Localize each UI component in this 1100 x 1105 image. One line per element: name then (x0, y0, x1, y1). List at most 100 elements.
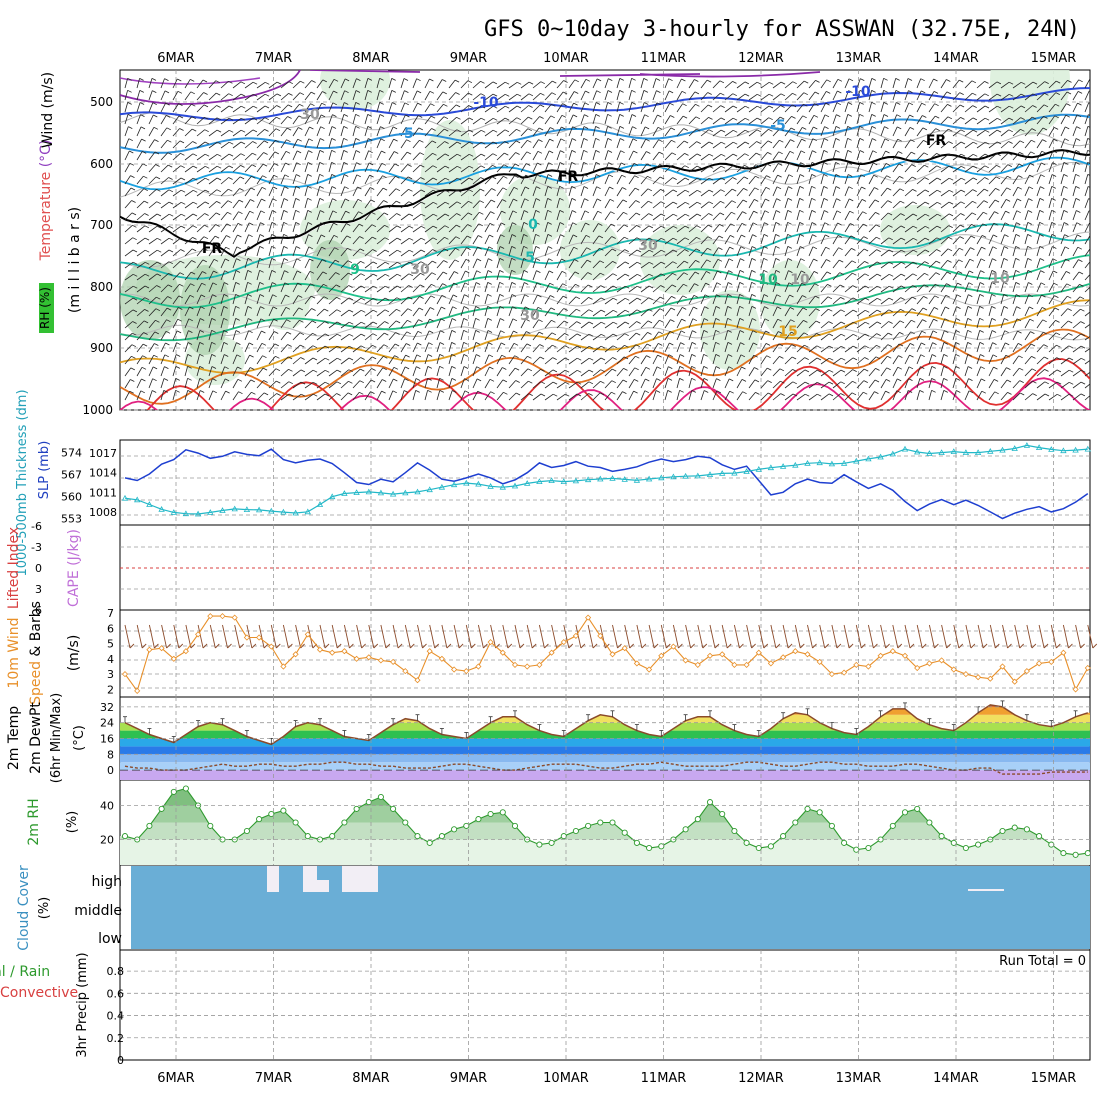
wind-barb (648, 332, 652, 334)
wind-barb (692, 378, 696, 380)
wind-barb (845, 370, 853, 376)
wind-barb (245, 130, 253, 136)
temp-band (120, 707, 1090, 715)
wind-barb (493, 82, 497, 84)
wind-barb (1085, 310, 1093, 316)
wind-barb (233, 82, 241, 88)
wind-barb (1085, 273, 1092, 280)
wind-barb (937, 178, 941, 180)
wind-barb (137, 139, 142, 148)
wind-barb (431, 284, 435, 286)
wind-barb (645, 115, 649, 117)
wind-barb (1025, 319, 1030, 328)
wind-barb (593, 138, 596, 148)
wind-barb (425, 91, 430, 100)
wind-barb (668, 378, 672, 380)
wind-barb (140, 103, 144, 105)
wind-barb (809, 198, 812, 208)
wind-barb (923, 128, 927, 130)
wind-barb (377, 139, 381, 148)
wind-barb (504, 153, 508, 155)
wind-barb (935, 296, 939, 298)
wind-barb (540, 105, 544, 107)
wind-barb (965, 354, 968, 364)
contour-label: FR (202, 241, 223, 257)
wind-barb (293, 175, 296, 185)
wind-barb (725, 189, 732, 196)
wind-barb (221, 178, 229, 185)
ytick-pressure: 1000 (82, 403, 113, 417)
wind-barb (1061, 127, 1065, 136)
wind-barb (488, 318, 492, 320)
wind-barb (425, 366, 428, 376)
wind-barb (473, 236, 478, 245)
wind-barb (669, 343, 673, 345)
wind-barb (332, 187, 336, 189)
wind-barb (656, 91, 660, 93)
wind-barb (625, 322, 629, 324)
wind-barb (1073, 80, 1079, 88)
wind-barb (332, 127, 336, 129)
wind-barb (464, 295, 468, 297)
wind-barb (833, 346, 841, 352)
wind-barb (260, 246, 264, 248)
wind-barb (877, 298, 881, 300)
wind-barb (312, 81, 316, 83)
wind-barb (977, 106, 985, 112)
wind-barb (965, 318, 968, 328)
wind-barb (420, 297, 424, 299)
wind-barb (932, 390, 936, 392)
wind-barb (737, 259, 740, 268)
wind-barb (994, 212, 998, 214)
wind-barb (1085, 285, 1092, 292)
wind-barb (377, 262, 385, 268)
wind-barb (213, 391, 217, 393)
wind-barb (977, 189, 984, 196)
wind-barb (145, 214, 149, 216)
wind-barb (252, 153, 256, 155)
wind-barb (173, 238, 181, 244)
wind-barb (725, 201, 732, 208)
chart-title: GFS 0~10day 3-hourly for ASSWAN (32.75E,… (484, 17, 1080, 42)
wind-barb (773, 82, 781, 88)
wind-barb (1090, 235, 1094, 237)
wind-barb (381, 151, 385, 153)
wind-barb (197, 225, 204, 232)
wind-barb (833, 285, 840, 292)
date-label-bottom: 7MAR (255, 1071, 292, 1086)
wind-barb (881, 188, 887, 196)
wind-barb (173, 250, 181, 257)
wind-barb (413, 91, 417, 100)
wind-barb (533, 394, 541, 400)
wind-barb (749, 368, 754, 377)
wind-barb (980, 355, 984, 357)
wind-barb (365, 126, 368, 136)
wind-barb (1040, 187, 1044, 189)
wind-barb (980, 330, 984, 332)
wind-barb (960, 105, 964, 107)
wind-barb (965, 130, 973, 136)
wind-barb (659, 152, 663, 154)
wind-barb (779, 140, 783, 142)
wind-barb (502, 368, 506, 370)
wind-barb (305, 92, 311, 100)
wind-barb (1037, 259, 1040, 269)
wind-barb (877, 322, 881, 324)
wind-barb (161, 202, 169, 208)
wind-barb (695, 92, 699, 94)
wind-barb (161, 343, 165, 352)
wind-barb (977, 259, 981, 268)
ytick-wind10m: 2 (107, 683, 114, 696)
contour-label: 9 (350, 262, 360, 278)
wind-barb (456, 93, 460, 95)
wind-barb (137, 238, 145, 244)
wind-barb (733, 106, 737, 108)
wind-barb (404, 91, 408, 93)
wind-barb (701, 80, 707, 88)
wind-barb (419, 320, 423, 322)
wind-barb (269, 187, 273, 196)
wind-barb (1061, 115, 1066, 124)
wind-barb (250, 355, 254, 357)
wind-barb (677, 91, 682, 100)
wind-barb (476, 330, 480, 332)
